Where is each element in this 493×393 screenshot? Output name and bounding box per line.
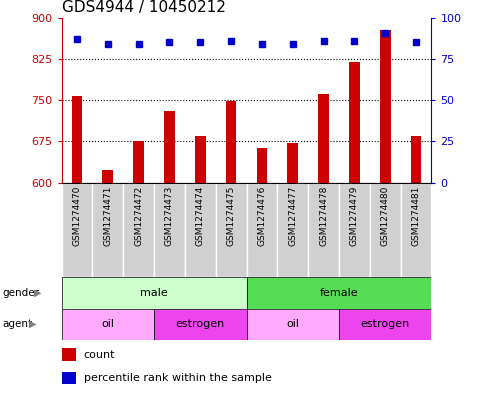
Text: GSM1274480: GSM1274480 [381,185,389,246]
Text: oil: oil [286,319,299,329]
Text: oil: oil [102,319,114,329]
Text: GSM1274479: GSM1274479 [350,185,359,246]
Text: GSM1274476: GSM1274476 [257,185,266,246]
Text: estrogen: estrogen [176,319,225,329]
Bar [256,148,267,183]
Text: GSM1274471: GSM1274471 [104,185,112,246]
Bar [62,277,246,309]
Bar [246,183,277,277]
Bar [133,141,144,183]
Text: ▶: ▶ [34,288,41,298]
Text: GSM1274473: GSM1274473 [165,185,174,246]
Text: estrogen: estrogen [360,319,410,329]
Bar [164,111,175,183]
Bar [246,277,431,309]
Bar [349,62,360,183]
Bar [246,309,339,340]
Bar [62,183,93,277]
Bar [400,183,431,277]
Bar [71,96,82,183]
Text: count: count [84,350,115,360]
Bar [308,183,339,277]
Bar [287,143,298,183]
Text: gender: gender [2,288,39,298]
Bar [62,348,76,361]
Bar [185,183,216,277]
Bar [154,183,185,277]
Text: percentile rank within the sample: percentile rank within the sample [84,373,272,383]
Bar [93,183,123,277]
Text: female: female [319,288,358,298]
Bar [103,170,113,183]
Text: GSM1274481: GSM1274481 [412,185,421,246]
Bar [370,183,400,277]
Text: GSM1274474: GSM1274474 [196,185,205,246]
Bar [318,94,329,183]
Text: GSM1274475: GSM1274475 [227,185,236,246]
Bar [62,309,154,340]
Text: agent: agent [2,319,33,329]
Bar [154,309,246,340]
Bar [411,136,422,183]
Text: GSM1274472: GSM1274472 [134,185,143,246]
Bar [216,183,246,277]
Bar [277,183,308,277]
Bar [380,30,390,183]
Text: GDS4944 / 10450212: GDS4944 / 10450212 [62,0,225,15]
Bar [123,183,154,277]
Text: male: male [140,288,168,298]
Text: GSM1274477: GSM1274477 [288,185,297,246]
Bar [339,183,370,277]
Text: ▶: ▶ [29,319,36,329]
Bar [62,372,76,384]
Text: GSM1274478: GSM1274478 [319,185,328,246]
Text: GSM1274470: GSM1274470 [72,185,81,246]
Bar [195,136,206,183]
Bar [226,101,237,183]
Bar [339,309,431,340]
